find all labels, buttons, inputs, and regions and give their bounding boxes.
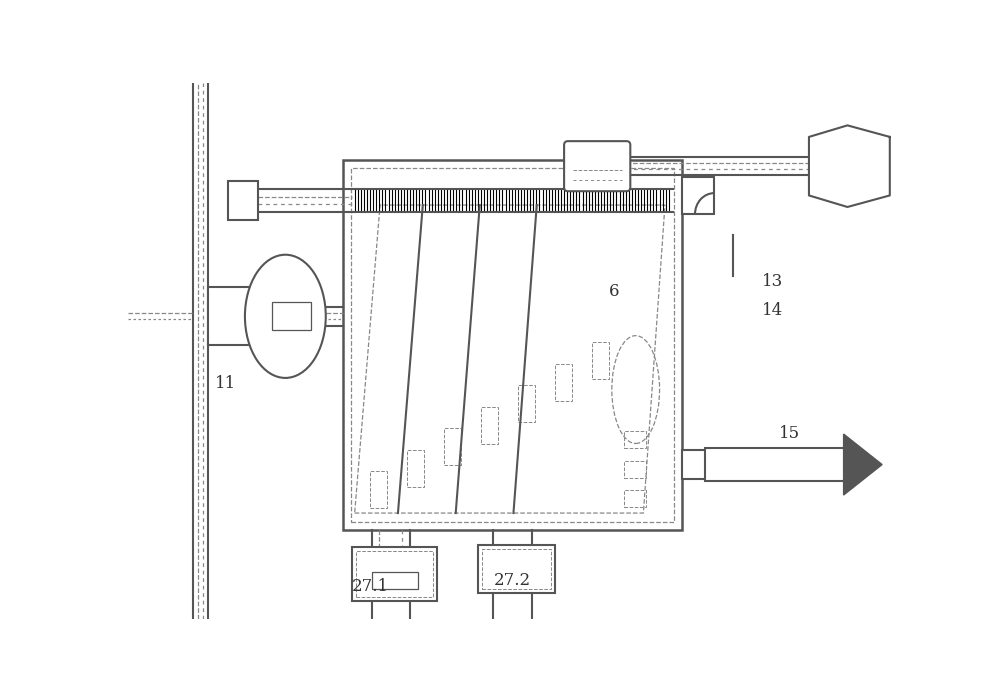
FancyBboxPatch shape bbox=[564, 141, 630, 191]
Polygon shape bbox=[844, 434, 882, 495]
Bar bbox=[372, 573, 418, 589]
Bar bbox=[208, 288, 293, 345]
Bar bbox=[518, 385, 535, 422]
Bar bbox=[356, 551, 433, 597]
Bar bbox=[624, 490, 646, 507]
Bar bbox=[682, 177, 714, 214]
Text: 11: 11 bbox=[215, 375, 237, 392]
Bar bbox=[343, 161, 682, 530]
Text: 27.2: 27.2 bbox=[494, 571, 531, 589]
Bar bbox=[272, 302, 311, 330]
Bar bbox=[555, 363, 572, 400]
Text: 14: 14 bbox=[762, 302, 783, 319]
Bar bbox=[351, 168, 674, 523]
Text: 6: 6 bbox=[609, 283, 619, 300]
Bar bbox=[592, 342, 609, 379]
Text: 27.1: 27.1 bbox=[351, 578, 389, 595]
Ellipse shape bbox=[245, 255, 326, 378]
Bar bbox=[444, 428, 461, 466]
Bar bbox=[370, 471, 387, 509]
Bar bbox=[352, 547, 437, 601]
Bar bbox=[682, 450, 705, 479]
Bar bbox=[407, 450, 424, 487]
Bar bbox=[228, 181, 258, 220]
Bar bbox=[482, 549, 551, 589]
Bar bbox=[478, 546, 555, 593]
Polygon shape bbox=[809, 125, 890, 207]
Bar bbox=[624, 461, 646, 477]
Text: 13: 13 bbox=[762, 273, 783, 290]
Text: 15: 15 bbox=[779, 425, 800, 442]
Bar bbox=[481, 407, 498, 444]
Bar bbox=[624, 432, 646, 448]
